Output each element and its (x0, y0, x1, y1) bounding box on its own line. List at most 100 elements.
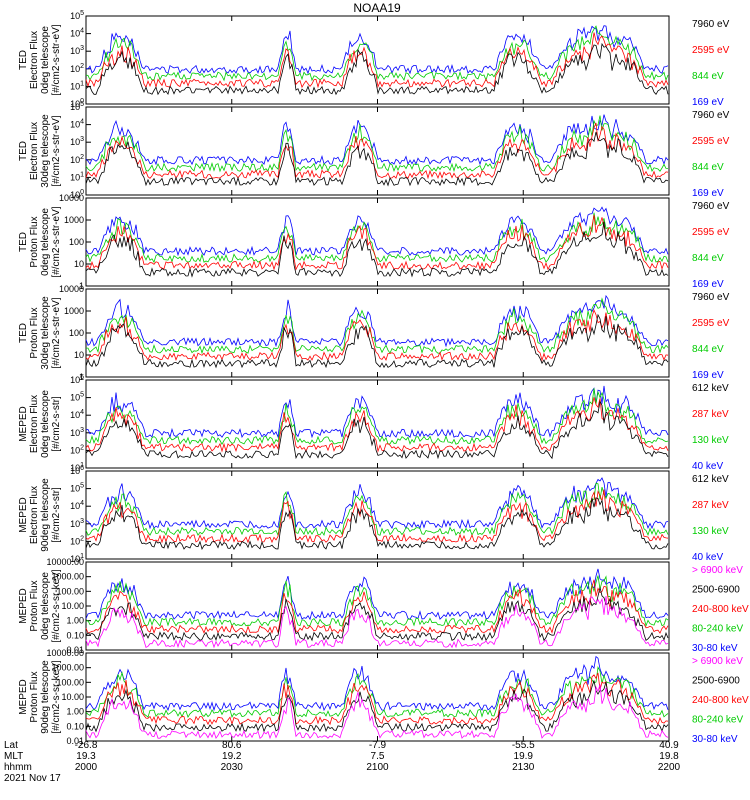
y-tick-label: 0.10 (66, 630, 84, 640)
y-axis-label-line: [#/cm2-s-str-eV] (51, 24, 62, 95)
series-trace (85, 655, 669, 712)
y-tick-label: 100 (70, 189, 84, 200)
series-trace (85, 575, 669, 628)
footer-row-label: Lat (4, 740, 18, 751)
footer-tick-lat: -7.9 (369, 740, 387, 751)
y-axis-label-line: 0deg telescope (40, 572, 51, 640)
y-axis-label-line: [#/cm2-s-str] (51, 396, 62, 452)
y-axis-label-line: MEPED (18, 679, 29, 715)
legend-entry: 7960 eV (692, 201, 730, 212)
y-tick-exponent: 5 (80, 101, 84, 108)
footer-tick-lat: 80.6 (222, 740, 242, 751)
series-trace (85, 206, 669, 257)
series-trace (85, 214, 669, 271)
series-trace (85, 115, 669, 173)
footer-tick-lat: 40.9 (659, 740, 679, 751)
y-tick-exponent: 1 (80, 553, 84, 560)
series-trace (85, 587, 669, 642)
legend-entry: 30-80 keV (692, 643, 738, 654)
y-axis-label-line: [#/cm2-s-sr-keV] (51, 660, 62, 734)
y-tick-label: 10000.00 (46, 557, 84, 567)
legend-entry: 844 eV (692, 71, 724, 82)
y-tick-label: 101 (70, 462, 84, 473)
y-axis-label: MEPEDProton Flux90deg telescope[#/cm2-s-… (18, 660, 62, 734)
series-trace (85, 579, 669, 635)
footer-row-label: 2021 Nov 17 (4, 773, 61, 784)
y-tick-label: 10000 (59, 284, 84, 294)
y-axis-label-line: TED (18, 323, 29, 343)
y-tick-label: 1000.00 (51, 663, 84, 673)
y-axis-label-line: TED (18, 50, 29, 70)
y-tick-exponent: 0 (80, 98, 84, 105)
series-trace (85, 684, 669, 740)
figure-title: NOAA19 (353, 1, 401, 15)
series-trace (85, 42, 669, 96)
y-tick-exponent: 6 (80, 374, 84, 381)
y-tick-label: 1 (79, 281, 84, 291)
y-axis-label-line: MEPED (18, 497, 29, 533)
y-tick-label: 1 (79, 372, 84, 382)
y-tick-exponent: 5 (80, 392, 84, 399)
legend-entry: 130 keV (692, 435, 729, 446)
y-tick-label: 101 (70, 553, 84, 564)
y-tick-label: 101 (70, 80, 84, 91)
y-tick-exponent: 4 (80, 119, 84, 126)
footer-tick-mlt: 19.2 (222, 751, 242, 762)
series-trace (85, 595, 669, 649)
y-axis-label-line: 30deg telescope (40, 296, 51, 370)
y-axis-label-line: MEPED (18, 406, 29, 442)
y-tick-exponent: 2 (80, 535, 84, 542)
legend-entry: 7960 eV (692, 19, 730, 30)
legend-entry: 2595 eV (692, 227, 730, 238)
legend-entry: 844 eV (692, 344, 724, 355)
legend-entry: 844 eV (692, 253, 724, 264)
footer-tick-hhmm: 2000 (75, 762, 98, 773)
y-tick-label: 10000.00 (46, 648, 84, 658)
y-tick-label: 103 (70, 136, 84, 147)
series-trace (85, 400, 669, 460)
legend-entry: 30-80 keV (692, 734, 738, 745)
legend-entry: 2595 eV (692, 318, 730, 329)
y-tick-exponent: 6 (80, 465, 84, 472)
y-tick-exponent: 1 (80, 462, 84, 469)
legend-entry: 240-800 keV (692, 604, 749, 615)
y-tick-label: 1.00 (66, 707, 84, 717)
y-axis-label: MEPEDElectron Flux0deg telescope[#/cm2-s… (18, 390, 62, 458)
series-trace (85, 680, 669, 733)
y-axis-label-line: [#/cm2-s-str-eV] (51, 206, 62, 277)
series-trace (85, 489, 669, 544)
legend-entry: 287 keV (692, 500, 729, 511)
series-trace (85, 568, 669, 621)
y-tick-exponent: 0 (80, 189, 84, 196)
y-axis-label-line: TED (18, 232, 29, 252)
y-tick-label: 105 (70, 10, 84, 21)
y-axis-label-line: [#/cm2-s-str-eV] (51, 297, 62, 368)
legend-entry: 40 keV (692, 552, 723, 563)
series-trace (85, 212, 669, 264)
y-axis-label-line: Proton Flux (29, 307, 40, 358)
y-axis-label: MEPEDElectron Flux90deg telescope[#/cm2-… (18, 478, 62, 552)
series-trace (85, 672, 669, 726)
panel-6: 101 102 103 104 105 106 MEPEDElectron Flux90de… (18, 465, 729, 564)
y-tick-label: 102 (70, 444, 84, 455)
y-tick-label: 100 (70, 98, 84, 109)
y-tick-label: 100.00 (56, 586, 84, 596)
y-axis-label-line: [#/cm2-s-sr-keV] (51, 569, 62, 643)
y-tick-exponent: 3 (80, 136, 84, 143)
legend-entry: 80-240 keV (692, 624, 743, 635)
y-tick-label: 1000 (64, 215, 84, 225)
series-trace (85, 131, 669, 187)
series-trace (85, 294, 669, 348)
y-tick-label: 10000 (59, 193, 84, 203)
y-tick-exponent: 4 (80, 28, 84, 35)
y-tick-label: 103 (70, 518, 84, 529)
y-axis-label: TEDElectron Flux30deg telescope[#/cm2-s-… (18, 114, 62, 188)
series-trace (85, 25, 669, 75)
legend-entry: 40 keV (692, 461, 723, 472)
y-tick-label: 1000.00 (51, 572, 84, 582)
legend-entry: 169 eV (692, 370, 724, 381)
y-axis-label-line: MEPED (18, 588, 29, 624)
y-tick-label: 10.00 (61, 601, 84, 611)
y-tick-exponent: 3 (80, 427, 84, 434)
